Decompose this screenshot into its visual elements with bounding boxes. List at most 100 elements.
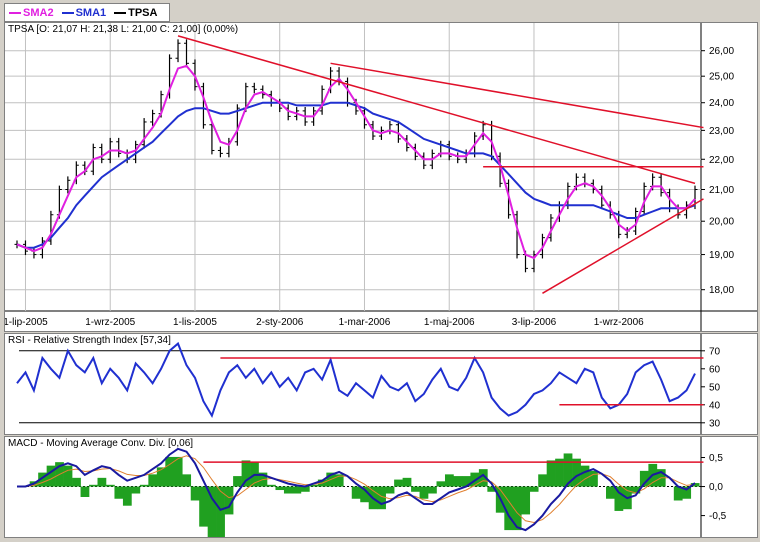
macd-histogram-bar — [72, 477, 81, 487]
price-y-tick-label: 25,00 — [709, 72, 734, 83]
macd-y-tick-label: 0,0 — [709, 482, 723, 493]
macd-histogram-bar — [521, 486, 531, 515]
macd-histogram-bar — [334, 474, 344, 487]
macd-histogram-bar — [309, 484, 319, 487]
macd-histogram-bar — [224, 486, 234, 515]
macd-histogram-bar — [606, 486, 615, 499]
macd-histogram-bar — [682, 486, 692, 499]
macd-histogram-bar — [639, 470, 649, 487]
macd-histogram-bar — [80, 486, 90, 497]
legend-swatch-tpsa — [114, 11, 127, 14]
macd-histogram-bar — [411, 486, 420, 492]
macd-histogram-bar — [563, 453, 573, 487]
price-x-tick-label: 1-mar-2006 — [339, 317, 391, 328]
macd-histogram-bar — [572, 458, 581, 487]
macd-histogram-bar — [122, 486, 132, 506]
legend-item-tpsa[interactable]: TPSA — [114, 7, 157, 19]
price-y-tick-label: 20,00 — [709, 217, 734, 228]
price-x-tick-label: 3-lip-2006 — [512, 317, 557, 328]
macd-histogram-bar — [419, 486, 429, 499]
legend-item-sma2[interactable]: SMA2 — [9, 7, 54, 19]
macd-histogram-bar — [444, 474, 454, 487]
price-y-tick-label: 18,00 — [709, 285, 734, 296]
macd-histogram-bar — [428, 486, 437, 494]
price-trendline-0 — [177, 35, 696, 185]
macd-histogram-bar — [360, 486, 370, 503]
price-x-tick-label: 1-lis-2005 — [173, 317, 217, 328]
macd-histogram-bar — [156, 467, 166, 487]
macd-histogram-bar — [385, 486, 395, 494]
macd-histogram-bar — [478, 469, 488, 487]
rsi-chart[interactable]: 30 40 50 60 70 — [5, 334, 757, 434]
macd-y-tick-label: 0,5 — [709, 453, 723, 464]
macd-histogram-bar — [148, 474, 158, 487]
macd-histogram-bar — [97, 477, 107, 487]
macd-histogram-bar — [461, 476, 471, 487]
macd-histogram-bar — [207, 486, 217, 542]
macd-histogram-bar — [580, 465, 590, 487]
price-y-tick-label: 19,00 — [709, 250, 734, 261]
macd-histogram-bar — [546, 460, 556, 487]
macd-histogram-bar — [283, 486, 293, 494]
macd-histogram-bar — [165, 456, 175, 487]
price-y-tick-label: 22,00 — [709, 155, 734, 166]
rsi-y-tick-label: 50 — [709, 382, 721, 393]
price-x-tick-label: 1-maj-2006 — [424, 317, 475, 328]
macd-histogram-bar — [504, 486, 514, 531]
macd-histogram-bar — [46, 465, 56, 487]
macd-y-tick-label: -0,5 — [709, 511, 727, 522]
macd-chart[interactable]: 0,5 0,0 -0,5 — [5, 437, 757, 542]
price-y-tick-label: 21,00 — [709, 185, 734, 196]
macd-histogram-bar — [233, 476, 242, 487]
macd-histogram-bar — [512, 486, 522, 531]
macd-histogram-bar — [394, 479, 403, 487]
macd-histogram-bar — [529, 486, 539, 492]
price-trendline-1 — [330, 62, 704, 129]
legend-item-sma1[interactable]: SMA1 — [61, 6, 107, 19]
price-chart[interactable]: 18,00 19,00 20,00 21,00 22,00 23,00 24,00 25,00… — [3, 23, 757, 331]
macd-histogram-bar — [275, 486, 285, 491]
rsi-y-tick-label: 30 — [709, 418, 721, 429]
macd-signal-line — [17, 455, 696, 524]
macd-histogram-bar — [241, 460, 251, 487]
macd-histogram-bar — [182, 474, 192, 487]
macd-histogram-bar — [300, 486, 310, 492]
price-panel[interactable]: TPSA [O: 21,07 H: 21,38 L: 21,00 C: 21,0… — [3, 22, 758, 332]
macd-panel[interactable]: MACD - Moving Average Conv. Div. [0,06] … — [4, 436, 758, 542]
macd-histogram-bar — [199, 486, 208, 527]
price-x-tick-label: 1-lip-2005 — [5, 317, 48, 328]
macd-histogram-bar — [89, 484, 98, 487]
macd-histogram-bar — [631, 486, 641, 494]
macd-histogram-bar — [436, 481, 446, 487]
macd-histogram-bar — [267, 484, 276, 487]
macd-line — [17, 447, 696, 532]
rsi-line — [16, 341, 696, 418]
price-x-tick-label: 2-sty-2006 — [256, 317, 304, 328]
sma2-line — [16, 64, 696, 260]
macd-panel-title: MACD - Moving Average Conv. Div. [0,06] — [8, 438, 194, 449]
macd-histogram-bar — [351, 486, 361, 499]
price-panel-title: TPSA [O: 21,07 H: 21,38 L: 21,00 C: 21,0… — [8, 24, 239, 35]
macd-histogram-bar — [292, 486, 302, 494]
macd-histogram-bar — [555, 458, 564, 487]
macd-histogram-bar — [614, 486, 624, 511]
macd-histogram-bar — [190, 486, 200, 501]
macd-histogram-bar — [173, 456, 183, 487]
macd-histogram-bar — [377, 486, 386, 510]
rsi-y-tick-label: 40 — [709, 400, 721, 411]
price-x-tick-label: 1-wrz-2006 — [594, 317, 644, 328]
macd-histogram-bar — [105, 484, 115, 487]
legend-label-tpsa: TPSA — [128, 6, 158, 19]
macd-histogram-bar — [216, 486, 225, 542]
sma1-line — [16, 101, 696, 249]
legend-label-sma1: SMA1 — [75, 6, 107, 19]
legend: SMA2 SMA1 TPSA — [4, 3, 171, 22]
macd-histogram-bar — [453, 476, 463, 487]
macd-histogram-bar — [589, 470, 598, 487]
rsi-y-tick-label: 60 — [709, 364, 721, 375]
macd-histogram-bar — [402, 477, 412, 487]
rsi-panel-title: RSI - Relative Strength Index [57,34] — [8, 335, 171, 346]
macd-histogram-bar — [690, 483, 700, 487]
rsi-panel[interactable]: RSI - Relative Strength Index [57,34] 30… — [4, 333, 758, 435]
price-y-tick-label: 23,00 — [709, 126, 734, 137]
